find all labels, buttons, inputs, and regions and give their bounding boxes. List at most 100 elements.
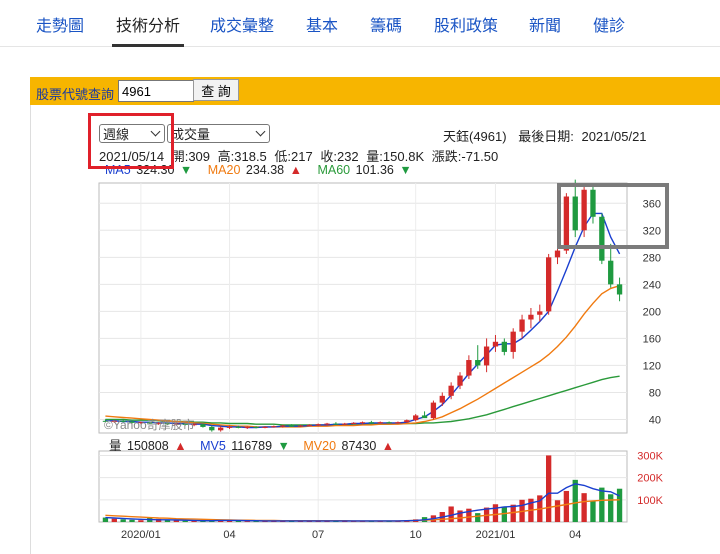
- x-tick-label: 04: [569, 529, 581, 541]
- candle-body: [537, 311, 543, 315]
- candle-body: [271, 426, 277, 428]
- candle-body: [164, 422, 171, 425]
- candle-body: [342, 423, 348, 425]
- ohlc-close: 收:232: [320, 149, 359, 164]
- volume-axis-ticks: 100K 200K 300K: [637, 450, 663, 506]
- stock-code-input[interactable]: [118, 80, 194, 102]
- ohlc-date: 2021/05/14: [99, 149, 165, 164]
- candle-body: [510, 331, 516, 352]
- x-tick-label: 07: [312, 529, 324, 541]
- volume-bar: [492, 504, 499, 522]
- candle-body: [120, 420, 126, 422]
- candle-body: [457, 375, 463, 386]
- price-tick-label: 240: [643, 279, 661, 291]
- volume-bar: [164, 519, 171, 522]
- candle-body: [324, 423, 330, 425]
- candle-body: [501, 341, 507, 352]
- volume-bar: [200, 520, 206, 522]
- candle-body: [404, 420, 410, 423]
- x-tick-label: 2020/01: [121, 529, 161, 541]
- price-tick-label: 120: [643, 360, 661, 372]
- candle-body: [138, 422, 144, 424]
- watermark: ©Yahoo奇摩股市: [104, 417, 195, 432]
- volume-bar: [191, 520, 197, 522]
- candle-body: [218, 427, 224, 431]
- volume-bar: [554, 500, 561, 522]
- tab-basic[interactable]: 基本: [306, 18, 339, 35]
- ma60-label: MA60: [317, 163, 351, 177]
- candle-body: [572, 196, 578, 231]
- candle-body: [563, 196, 570, 251]
- stock-name-code: 天鈺(4961): [443, 129, 507, 144]
- candle-body: [545, 257, 552, 312]
- ma20-line: [105, 285, 620, 428]
- candle-body: [421, 415, 428, 419]
- candle-body: [280, 425, 286, 427]
- vol-value: 150808: [127, 439, 169, 453]
- indicator-select-value: 成交量: [171, 127, 211, 142]
- ma60-value: 101.36: [355, 163, 394, 177]
- mv5-direction: ▼: [277, 439, 290, 453]
- ohlc-open: 開:309: [171, 149, 211, 164]
- candle-body: [350, 422, 357, 424]
- candle-body: [315, 424, 321, 426]
- candle-body: [616, 284, 623, 295]
- candle-body: [368, 422, 375, 424]
- candle-body: [395, 422, 401, 424]
- tab-chips[interactable]: 籌碼: [370, 18, 403, 35]
- volume-bar: [545, 455, 552, 522]
- volume-tick-label: 300K: [637, 450, 663, 462]
- candle-body: [377, 422, 383, 424]
- last-date: 2021/05/21: [581, 129, 647, 144]
- indicator-select[interactable]: 成交量: [167, 124, 270, 143]
- tab-trade-summary[interactable]: 成交彙整: [210, 18, 275, 35]
- candle-body: [475, 360, 481, 366]
- peak-highlight: [557, 183, 669, 249]
- mv20-value: 87430: [341, 439, 377, 453]
- candle-body: [226, 426, 233, 428]
- candle-body: [599, 216, 605, 261]
- tab-health-check[interactable]: 健診: [593, 18, 626, 35]
- volume-bar: [129, 519, 135, 522]
- tab-dividend-policy[interactable]: 股利政策: [434, 18, 499, 35]
- candle-body: [262, 426, 268, 428]
- mv5-label: MV5: [200, 439, 226, 453]
- candle-body: [288, 425, 295, 427]
- volume-bar: [616, 488, 623, 522]
- candle-body: [439, 395, 445, 403]
- candle-body: [102, 420, 109, 422]
- volume-bar: [608, 494, 614, 522]
- price-tick-label: 280: [643, 252, 661, 264]
- candle-body: [147, 422, 153, 424]
- candle-body: [581, 189, 587, 231]
- price-grid: [99, 183, 627, 433]
- candle-body: [448, 385, 454, 396]
- ohlc-readout: 2021/05/14 開:309 高:318.5 低:217 收:232 量:1…: [99, 146, 502, 165]
- mv20-label: MV20: [303, 439, 337, 453]
- tab-trend-chart[interactable]: 走勢圖: [36, 18, 85, 35]
- candle-body: [111, 420, 117, 422]
- candle-body: [333, 423, 339, 425]
- stock-info: 天鈺(4961) 最後日期: 2021/05/21: [443, 126, 647, 145]
- vol-direction: ▲: [174, 439, 187, 453]
- ohlc-high: 高:318.5: [217, 149, 267, 164]
- x-axis-ticks: 2020/01 04 07 10 2021/01 04: [121, 529, 581, 541]
- volume-ma-lines: [105, 483, 620, 522]
- candle-body: [129, 421, 135, 423]
- price-plot-frame: [98, 182, 628, 434]
- tab-technical-analysis[interactable]: 技術分析: [116, 18, 181, 35]
- volume-bar: [173, 520, 180, 522]
- ma5-direction: ▼: [179, 163, 193, 177]
- query-button[interactable]: 查 詢: [193, 79, 239, 101]
- last-date-label: 最後日期:: [518, 129, 574, 144]
- tab-news[interactable]: 新聞: [529, 18, 562, 35]
- query-label: 股票代號查詢: [36, 87, 115, 102]
- volume-bar: [244, 521, 250, 522]
- volume-bar: [253, 520, 259, 522]
- volume-tick-label: 100K: [637, 495, 663, 507]
- ohlc-volume: 量:150.8K: [366, 149, 425, 164]
- candle-body: [244, 426, 250, 428]
- candle-body: [528, 314, 534, 320]
- period-select[interactable]: 週線: [99, 124, 165, 143]
